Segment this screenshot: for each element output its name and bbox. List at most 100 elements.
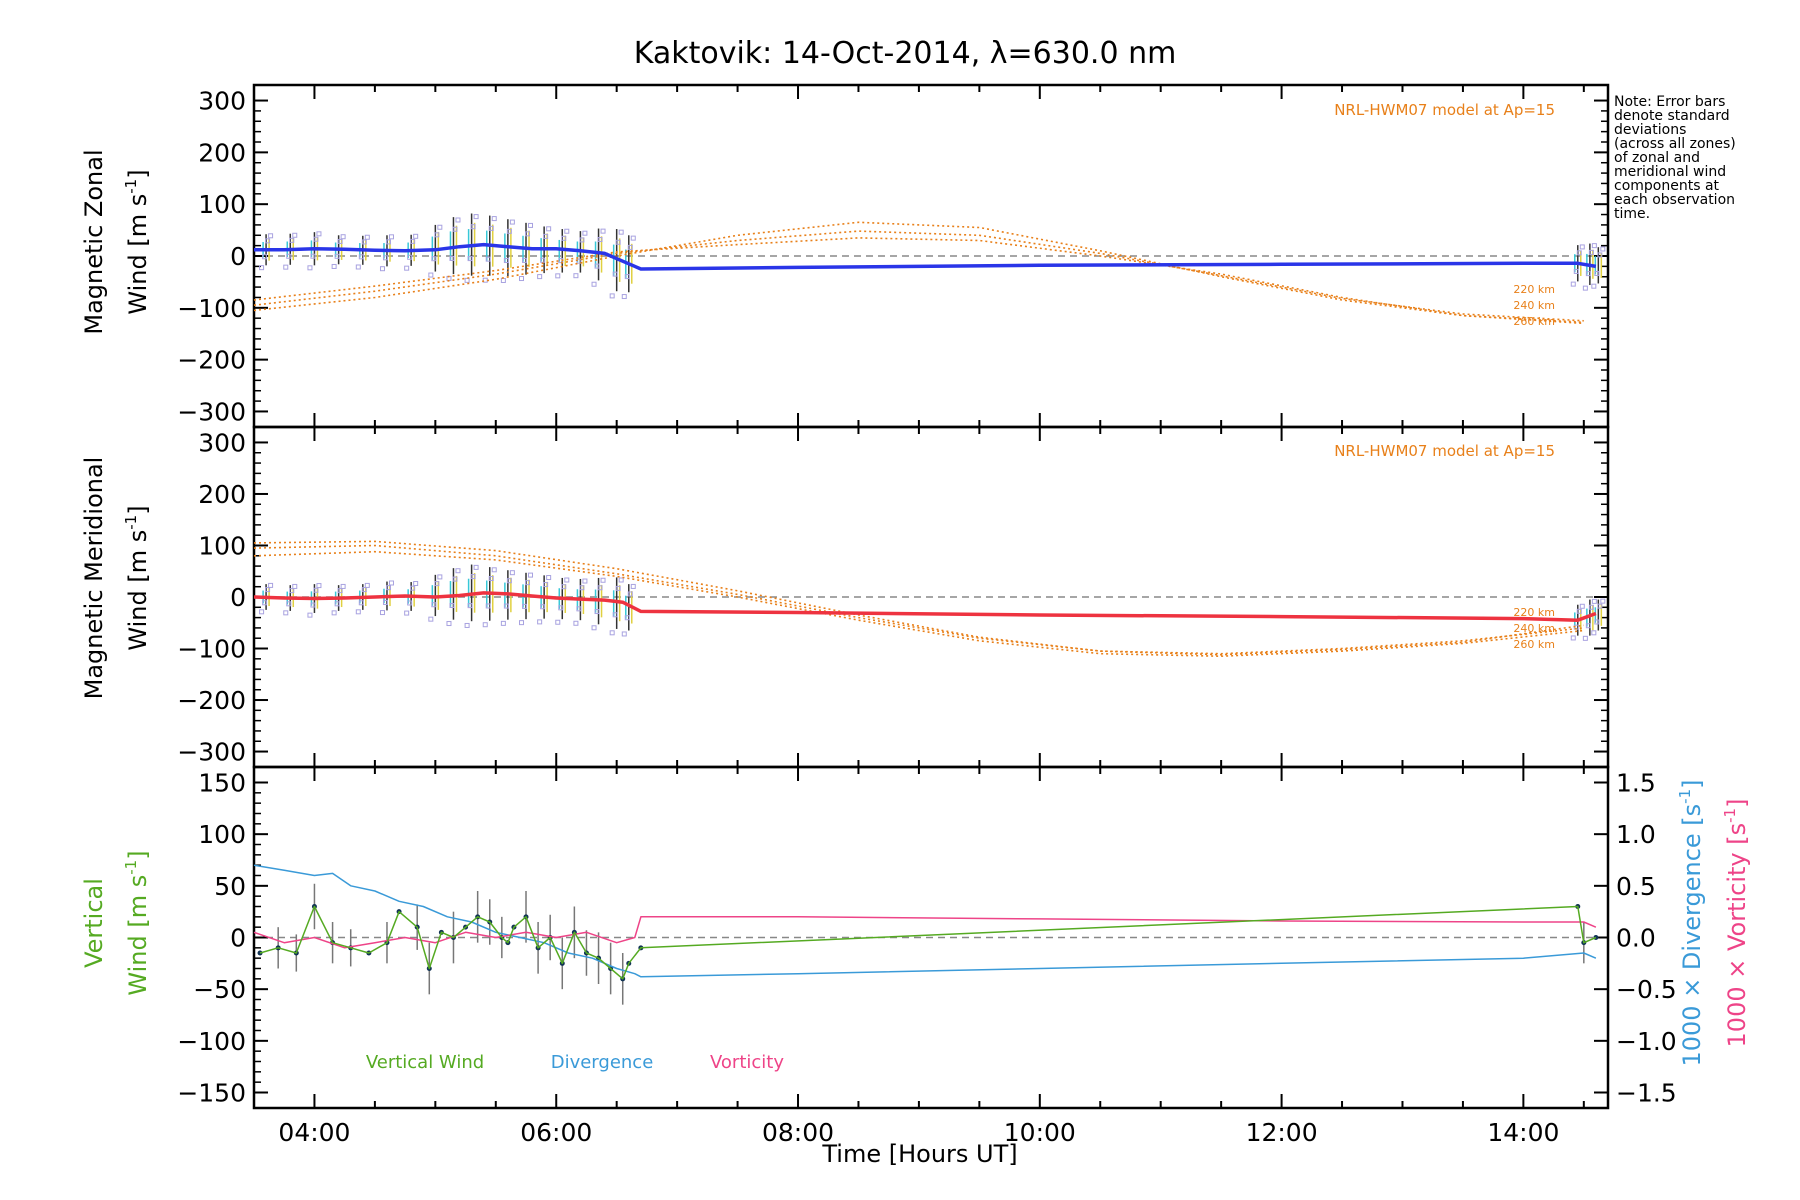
- meridional-model-label: NRL-HWM07 model at Ap=15: [1334, 442, 1555, 460]
- scatter-point: [473, 564, 479, 570]
- scatter-point: [627, 591, 633, 597]
- scatter-point: [385, 239, 391, 245]
- y-tick-label: −100: [177, 294, 246, 323]
- scatter-point: [313, 236, 319, 242]
- zonal-ylabel-line1: Magnetic Zonal: [80, 149, 108, 334]
- y-tick-label: −200: [177, 686, 246, 715]
- legend-vorticity: Vorticity: [710, 1052, 784, 1073]
- scatter-point: [1597, 603, 1603, 609]
- scatter-point: [1579, 244, 1585, 250]
- note-line: deviations: [1614, 122, 1686, 138]
- y-tick-label: 0: [230, 583, 246, 612]
- scatter-point: [500, 277, 506, 283]
- scatter-point: [388, 234, 394, 240]
- scatter-point: [437, 574, 443, 580]
- vertical-ylabel-line2: Wind [m s-1]: [122, 850, 152, 995]
- scatter-point: [331, 263, 337, 269]
- scatter-point: [382, 255, 388, 261]
- scatter-point: [618, 577, 624, 583]
- scatter-point: [292, 232, 298, 238]
- meridional-altitude-labels: 220 km 240 km 260 km: [1513, 606, 1555, 651]
- scatter-point: [1591, 243, 1597, 249]
- scatter-point: [265, 238, 271, 244]
- scatter-point: [1570, 281, 1576, 287]
- y-tick-label: −300: [177, 397, 246, 426]
- scatter-point: [612, 271, 618, 277]
- scatter-point: [385, 585, 391, 591]
- scatter-point: [358, 254, 364, 260]
- scatter-point: [506, 578, 512, 584]
- scatter-point: [503, 258, 509, 264]
- scatter-point: [428, 272, 434, 278]
- scatter-point: [485, 256, 491, 262]
- scatter-point: [310, 253, 316, 259]
- y2-tick-label: 1.5: [1616, 769, 1656, 798]
- scatter-point: [292, 583, 298, 589]
- model-curve-220km: [253, 544, 1584, 655]
- altitude-label: 220 km: [1513, 606, 1555, 619]
- y-tick-label: −200: [177, 346, 246, 375]
- figure-title: Kaktovik: 14-Oct-2014, λ=630.0 nm: [634, 36, 1177, 71]
- scatter-point: [597, 237, 603, 243]
- scatter-point: [561, 235, 567, 241]
- zonal-model-label: NRL-HWM07 model at Ap=15: [1334, 101, 1555, 119]
- scatter-point: [431, 256, 437, 262]
- panel-vertical: 150 100 50 0 −50 −100 −150 1.5 1.0 0.5 0.0 −0.5 −1.0…: [177, 765, 1677, 1147]
- scatter-point: [289, 588, 295, 594]
- x-tick-label: 12:00: [1246, 1118, 1318, 1147]
- scatter-point: [591, 281, 597, 287]
- scatter-point: [612, 612, 618, 618]
- scatter-point: [579, 237, 585, 243]
- model-curve-260km: [253, 237, 1584, 325]
- scatter-point: [1591, 283, 1597, 289]
- scatter-point: [522, 603, 528, 609]
- scatter-point: [627, 244, 633, 250]
- meridional-ylabel: Magnetic Meridional Wind [m s-1]: [80, 457, 152, 700]
- zonal-ylabel-line2: Wind [m s-1]: [122, 169, 152, 314]
- scatter-point: [410, 585, 416, 591]
- scatter-point: [582, 230, 588, 236]
- scatter-point: [259, 609, 265, 615]
- scatter-point: [491, 567, 497, 573]
- scatter-point: [262, 254, 268, 260]
- scatter-point: [600, 577, 606, 583]
- scatter-point: [609, 630, 615, 636]
- scatter-point: [1576, 250, 1582, 256]
- y-tick-label: −100: [177, 635, 246, 664]
- scatter-point: [449, 255, 455, 261]
- scatter-point: [1582, 285, 1588, 291]
- scatter-point: [525, 580, 531, 586]
- meridional-ylabel-line1: Magnetic Meridional: [80, 457, 108, 700]
- scatter-point: [268, 582, 274, 588]
- scatter-point: [561, 584, 567, 590]
- scatter-point: [452, 576, 458, 582]
- scatter-point: [473, 214, 479, 220]
- altitude-label: 240 km: [1513, 299, 1555, 312]
- scatter-point: [555, 273, 561, 279]
- scatter-point: [485, 603, 491, 609]
- scatter-point: [546, 226, 552, 232]
- scatter-point: [482, 622, 488, 628]
- scatter-point: [630, 583, 636, 589]
- scatter-point: [307, 612, 313, 618]
- scatter-point: [555, 619, 561, 625]
- scatter-point: [449, 603, 455, 608]
- scatter-point: [624, 615, 630, 621]
- y2-tick-label: −0.5: [1616, 975, 1677, 1004]
- scatter-point: [573, 620, 579, 626]
- scatter-point: [470, 224, 476, 230]
- scatter-point: [573, 273, 579, 279]
- scatter-point: [262, 600, 268, 606]
- divergence-line: [253, 864, 1597, 978]
- scatter-point: [594, 609, 600, 615]
- scatter-point: [1594, 270, 1600, 276]
- scatter-point: [519, 276, 525, 282]
- legend-vertical-wind: Vertical Wind: [366, 1052, 484, 1073]
- scatter-point: [310, 602, 316, 608]
- scatter-point: [431, 602, 437, 608]
- scatter-point: [364, 582, 370, 588]
- note-line: (across all zones): [1614, 136, 1736, 152]
- note-line: Note: Error bars: [1614, 94, 1725, 110]
- note-line: meridional wind: [1614, 164, 1726, 180]
- scatter-point: [506, 228, 512, 234]
